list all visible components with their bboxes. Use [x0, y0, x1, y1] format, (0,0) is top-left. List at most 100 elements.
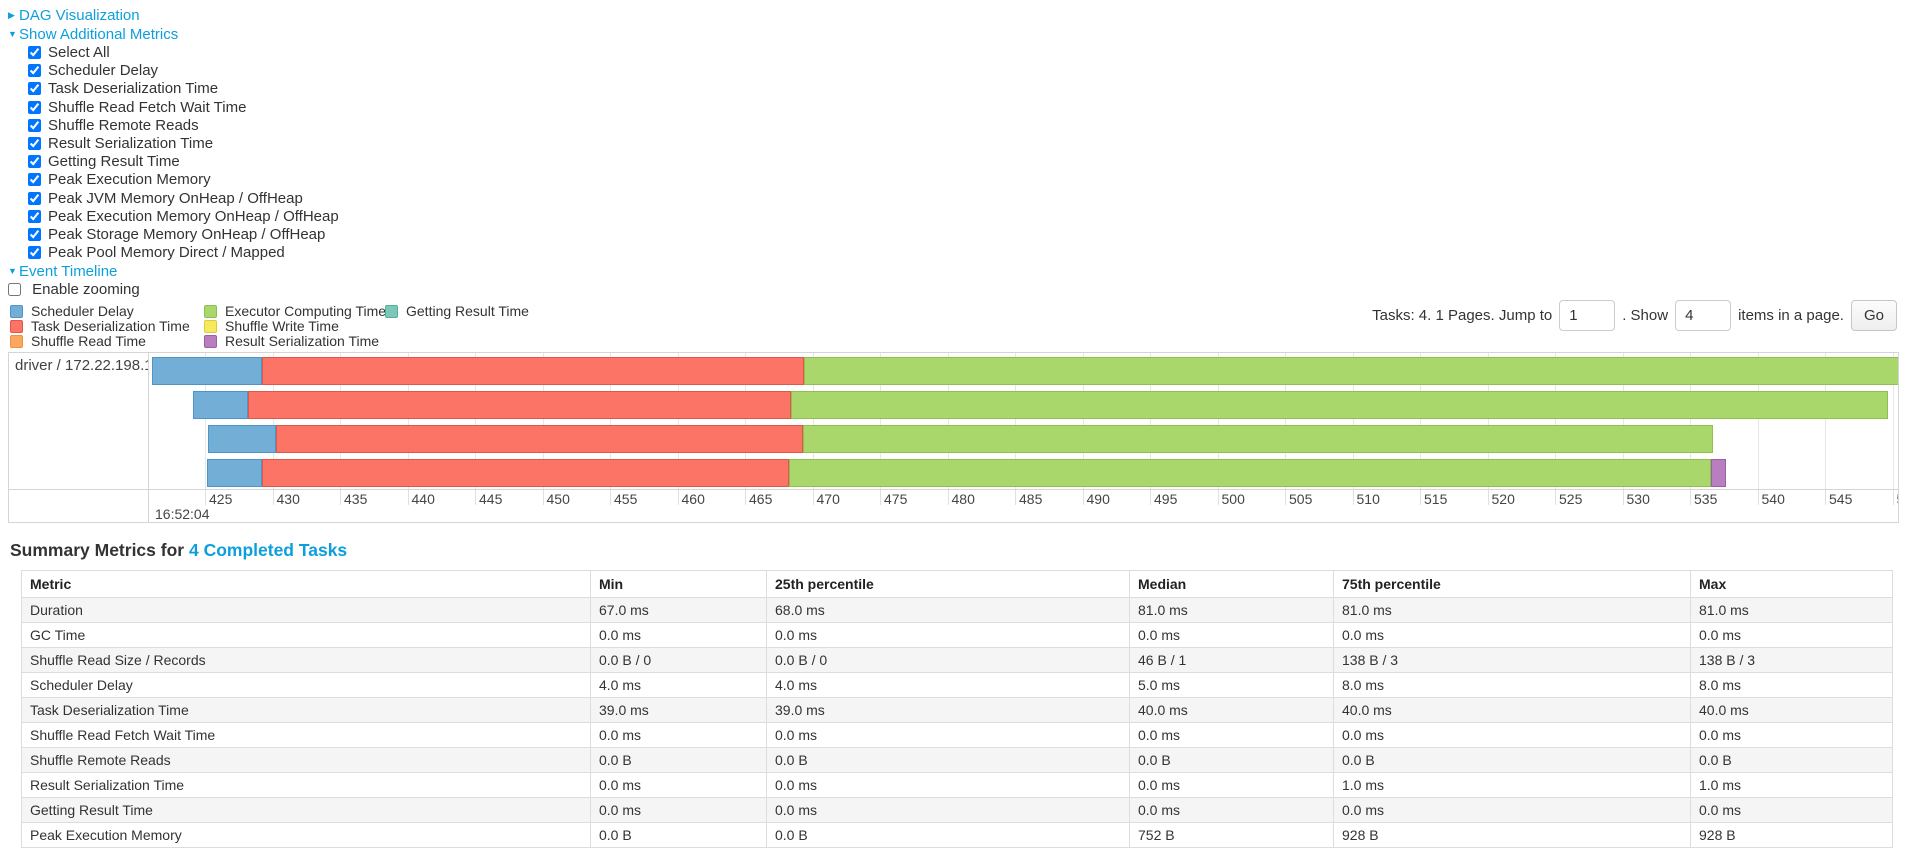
metric-value-cell: 81.0 ms — [1690, 597, 1893, 623]
timeline-gridline — [475, 353, 476, 490]
timeline-gridline — [205, 353, 206, 490]
metric-checkbox[interactable] — [28, 246, 41, 260]
timeline-gridline — [340, 353, 341, 490]
metric-checkbox[interactable] — [28, 100, 41, 114]
metric-name-cell: Scheduler Delay — [21, 672, 591, 698]
timeline-gridline — [947, 353, 949, 490]
timeline-gridline — [407, 353, 409, 490]
legend-item: Shuffle Read Time — [10, 333, 204, 349]
metric-checkbox[interactable] — [28, 46, 41, 59]
executor-computing-time-bar-segment[interactable] — [803, 425, 1713, 453]
metric-value-cell: 40.0 ms — [1333, 697, 1691, 723]
summary-metrics-table: Metric Min 25th percentile Median 75th perce… — [21, 570, 1893, 848]
axis-tick-label: 465 — [749, 491, 773, 507]
executor-computing-time-bar-segment[interactable] — [789, 459, 1711, 487]
legend-row: Task Deserialization Time Shuffle Write T… — [10, 318, 529, 334]
metric-checkbox[interactable] — [28, 155, 41, 169]
metric-checkbox-label: Peak JVM Memory OnHeap / OffHeap — [48, 189, 303, 207]
axis-tick-mark — [1217, 490, 1219, 505]
legend-label: Executor Computing Time — [225, 303, 387, 319]
metric-checkbox[interactable] — [28, 209, 41, 223]
axis-tick-label: 480 — [951, 491, 975, 507]
timeline-gridline — [610, 353, 611, 490]
metric-checkbox[interactable] — [28, 227, 41, 241]
scheduler-delay-bar-segment[interactable] — [207, 459, 262, 487]
shuffle-read-time-swatch-icon — [10, 334, 23, 348]
executor-computing-time-bar-segment[interactable] — [791, 391, 1888, 419]
axis-tick-label: 475 — [884, 491, 908, 507]
axis-tick-mark — [1015, 490, 1016, 505]
metric-value-cell: 752 B — [1129, 822, 1334, 848]
result-serialization-time-swatch-icon — [204, 334, 217, 348]
result-serialization-time-bar-segment[interactable] — [1711, 459, 1726, 487]
axis-tick-label: 510 — [1356, 491, 1380, 507]
go-button[interactable]: Go — [1850, 299, 1897, 331]
metric-value-cell: 4.0 ms — [590, 672, 767, 698]
task-deserialization-time-bar-segment[interactable] — [262, 459, 789, 487]
metric-value-cell: 68.0 ms — [766, 597, 1130, 623]
metric-value-cell: 81.0 ms — [1129, 597, 1334, 623]
task-deserialization-time-bar-segment[interactable] — [262, 357, 804, 385]
task-deserialization-time-bar-segment[interactable] — [276, 425, 803, 453]
jump-to-page-input[interactable] — [1559, 299, 1616, 331]
axis-time-label: 16:52:04 — [155, 506, 210, 522]
metric-name-cell: Task Deserialization Time — [21, 697, 591, 723]
metric-checkbox[interactable] — [28, 136, 41, 150]
metric-checkbox[interactable] — [28, 118, 41, 132]
metric-name-cell: GC Time — [21, 622, 591, 648]
metric-checkbox[interactable] — [28, 191, 41, 205]
enable-zooming-checkbox[interactable] — [8, 283, 21, 297]
completed-tasks-link[interactable]: 4 Completed Tasks — [188, 540, 348, 560]
metric-value-cell: 0.0 ms — [766, 772, 1130, 798]
enable-zooming-row: Enable zooming — [8, 281, 339, 299]
metric-checkbox-row: Scheduler Delay — [28, 62, 339, 80]
timeline-legend: Scheduler Delay Executor Computing Time Ge… — [10, 304, 529, 348]
task-deserialization-time-bar-segment[interactable] — [248, 391, 791, 419]
scheduler-delay-bar-segment[interactable] — [208, 425, 276, 453]
axis-tick-label: 550 — [1897, 491, 1899, 507]
enable-zooming-label: Enable zooming — [32, 281, 140, 299]
axis-tick-label: 450 — [546, 491, 570, 507]
axis-tick-label: 530 — [1626, 491, 1650, 507]
metric-name-cell: Peak Execution Memory — [21, 822, 591, 848]
axis-tick-mark — [205, 490, 206, 505]
metric-value-cell: 0.0 B / 0 — [766, 647, 1130, 673]
axis-tick-mark — [812, 490, 814, 505]
metric-checkbox[interactable] — [28, 173, 41, 187]
axis-tick-label: 525 — [1559, 491, 1583, 507]
metric-value-cell: 0.0 ms — [1129, 797, 1334, 823]
dag-visualization-toggle[interactable]: ▶ DAG Visualization — [8, 7, 140, 24]
metric-name-cell: Shuffle Remote Reads — [21, 747, 591, 773]
timeline-time-axis: 16:52:04 425 430 435 440 445 450 455 460 465 470 4… — [9, 489, 1898, 522]
tasks-count-text: Tasks: 4. 1 Pages. Jump to — [1372, 306, 1553, 324]
legend-label: Result Serialization Time — [225, 332, 380, 349]
show-additional-metrics-toggle[interactable]: ▼ Show Additional Metrics — [8, 26, 178, 43]
scheduler-delay-bar-segment[interactable] — [193, 391, 248, 419]
axis-tick-mark — [1487, 490, 1489, 505]
axis-tick-mark — [947, 490, 949, 505]
metric-checkbox[interactable] — [28, 82, 41, 96]
axis-tick-label: 495 — [1154, 491, 1178, 507]
metric-value-cell: 0.0 ms — [1129, 772, 1334, 798]
metric-value-cell: 928 B — [1333, 822, 1691, 848]
column-header: Metric — [21, 570, 591, 598]
event-timeline-label: Event Timeline — [19, 263, 118, 281]
scheduler-delay-bar-segment[interactable] — [152, 357, 262, 385]
axis-tick-mark — [1555, 490, 1556, 505]
event-timeline-toggle[interactable]: ▼ Event Timeline — [8, 263, 117, 280]
metric-value-cell: 0.0 B — [590, 822, 767, 848]
metric-value-cell: 0.0 B — [1333, 747, 1691, 773]
scheduler-delay-swatch-icon — [10, 305, 23, 318]
axis-tick-mark — [1150, 490, 1151, 505]
timeline-gridline — [1690, 353, 1691, 490]
metric-checkbox[interactable] — [28, 64, 41, 78]
axis-tick-label: 535 — [1694, 491, 1718, 507]
axis-tick-label: 540 — [1761, 491, 1785, 507]
axis-tick-mark — [340, 490, 341, 505]
legend-item: Result Serialization Time — [204, 332, 385, 349]
chevron-down-icon: ▼ — [8, 266, 17, 277]
metric-checkbox-label: Peak Pool Memory Direct / Mapped — [48, 244, 285, 262]
items-per-page-input[interactable] — [1675, 299, 1732, 331]
timeline-gridline — [1015, 353, 1016, 490]
executor-computing-time-bar-segment[interactable] — [804, 357, 1898, 385]
